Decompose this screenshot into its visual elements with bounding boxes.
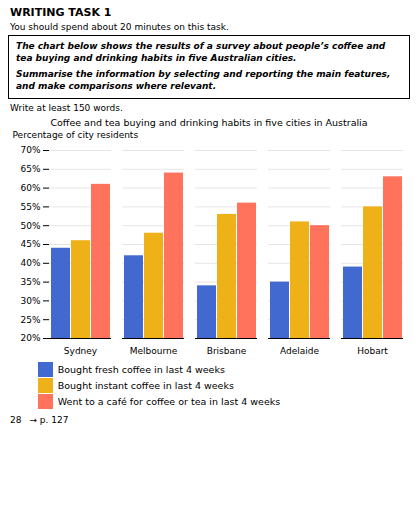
- svg-text:40%: 40%: [20, 258, 40, 268]
- html-text:The chart below shows the resu: The chart below shows the results of a s…: [16, 41, 386, 63]
- html-text:28: 28: [10, 414, 22, 425]
- svg-text:70%: 70%: [20, 145, 40, 155]
- html-text:Write at least 150 words.: Write at least 150 words.: [10, 102, 123, 113]
- svg-text:Adelaide: Adelaide: [280, 346, 319, 356]
- svg-text:50%: 50%: [20, 220, 40, 230]
- svg-text:Hobart: Hobart: [357, 346, 388, 356]
- svg-text:55%: 55%: [20, 202, 40, 212]
- html-text:→ p. 127: → p. 127: [29, 414, 69, 425]
- svg-text:65%: 65%: [20, 164, 40, 174]
- svg-text:Brisbane: Brisbane: [207, 346, 247, 356]
- svg-text:Percentage of city residents: Percentage of city residents: [13, 130, 139, 140]
- svg-text:25%: 25%: [20, 314, 40, 324]
- html-text:Bought instant coffee in last: Bought instant coffee in last 4 weeks: [57, 379, 234, 391]
- svg-text:20%: 20%: [20, 333, 40, 343]
- svg-text:Melbourne: Melbourne: [130, 346, 178, 356]
- html-text:Coffee and tea buying and drin: Coffee and tea buying and drinking habit…: [50, 116, 368, 128]
- html-text:WRITING TASK 1: WRITING TASK 1: [10, 6, 112, 19]
- html-text:Went to a café for coffee or t: Went to a café for coffee or tea in last…: [57, 395, 281, 407]
- svg-text:60%: 60%: [20, 183, 40, 193]
- html-text:Summarise the information by s: Summarise the information by selecting a…: [16, 69, 391, 92]
- svg-text:Sydney: Sydney: [64, 346, 98, 356]
- html-text:Bought fresh coffee in last 4: Bought fresh coffee in last 4 weeks: [57, 363, 225, 375]
- html-text:You should spend about 20 minu: You should spend about 20 minutes on thi…: [10, 22, 229, 32]
- svg-text:30%: 30%: [20, 296, 40, 306]
- svg-text:45%: 45%: [20, 239, 40, 249]
- svg-text:35%: 35%: [20, 277, 40, 287]
